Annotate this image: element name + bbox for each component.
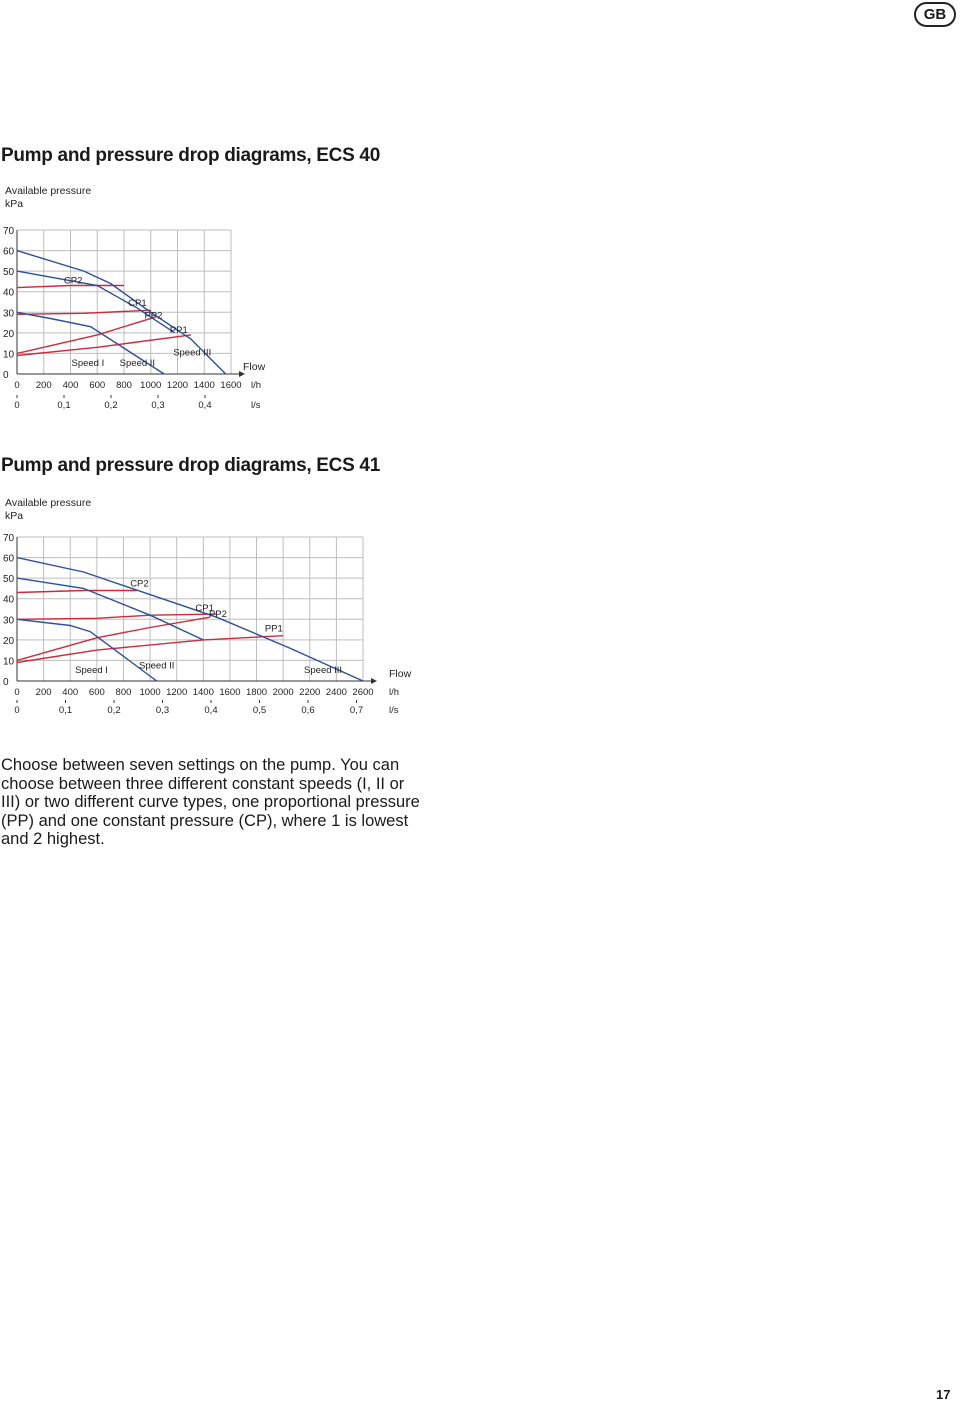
x-tick-label: 2000 [273, 687, 294, 698]
x-tick-label: 1600 [220, 380, 241, 391]
curve-cp1 [16, 309, 151, 315]
x-tick-label: 1200 [166, 687, 187, 698]
label-pp1: PP1 [170, 325, 188, 336]
label-pp2: PP2 [209, 609, 227, 620]
page-number: 17 [936, 1387, 951, 1402]
y-tick-label: 50 [3, 574, 15, 585]
curve-speed-i [16, 618, 158, 682]
settings-description: Choose between seven settings on the pum… [1, 756, 420, 848]
x2-tick-label: 0,3 [151, 400, 164, 411]
y-tick-label: 0 [3, 677, 9, 688]
y-axis-title: Available pressure [5, 185, 91, 197]
x2-unit-label: l/s [389, 705, 399, 716]
x2-tick-label: 0,2 [107, 705, 120, 716]
label-cp1: CP1 [128, 298, 146, 309]
x-tick-label: 800 [116, 380, 132, 391]
x2-unit-label: l/s [251, 400, 261, 411]
x-tick-label: 2400 [326, 687, 347, 698]
y-tick-label: 30 [3, 615, 15, 626]
y-tick-label: 20 [3, 636, 15, 647]
label-pp1: PP1 [265, 624, 283, 635]
label-cp2: CP2 [130, 578, 148, 589]
x-tick-label: 2600 [352, 687, 373, 698]
x2-tick-label: 0,3 [156, 705, 169, 716]
y-tick-label: 40 [3, 288, 15, 299]
curve-cp1 [16, 613, 217, 620]
y-tick-label: 60 [3, 247, 15, 258]
language-badge: GB [914, 2, 956, 27]
label-speed-i: Speed I [72, 358, 105, 369]
x-tick-label: 1000 [140, 687, 161, 698]
curve-speed-iii [16, 249, 227, 375]
x2-tick-label: 0,5 [253, 705, 266, 716]
x-tick-label: 200 [36, 380, 52, 391]
x2-tick-label: 0,4 [204, 705, 217, 716]
y-tick-label: 70 [3, 226, 15, 237]
x-axis-arrow [239, 371, 245, 377]
x-tick-label: 1400 [194, 380, 215, 391]
x-axis-title: Flow [389, 668, 412, 680]
x-tick-label: 0 [14, 687, 19, 698]
x-tick-label: 1200 [167, 380, 188, 391]
label-speed-ii: Speed II [120, 358, 155, 369]
x2-tick-label: 0 [14, 705, 19, 716]
x2-tick-label: 0,2 [104, 400, 117, 411]
x-tick-label: 400 [63, 380, 79, 391]
y-tick-label: 10 [3, 349, 15, 360]
x-unit-label: l/h [389, 687, 399, 698]
curve-speed-iii [16, 556, 364, 682]
curve-cp2 [16, 284, 124, 289]
x2-tick-label: 0,1 [57, 400, 70, 411]
curve-speed-ii [16, 577, 204, 641]
curve-pp1 [16, 635, 284, 664]
y-tick-label: 20 [3, 329, 15, 340]
x-tick-label: 1400 [193, 687, 214, 698]
x-tick-label: 1600 [219, 687, 240, 698]
label-cp2: CP2 [64, 275, 82, 286]
curve-speed-i [16, 311, 165, 375]
x-tick-label: 600 [89, 687, 105, 698]
x2-tick-label: 0,7 [350, 705, 363, 716]
y-tick-label: 40 [3, 595, 15, 606]
curve-speed-ii [16, 270, 176, 334]
y-tick-label: 0 [3, 370, 9, 381]
curve-pp1 [16, 334, 191, 357]
curve-pp2 [16, 315, 158, 355]
y-tick-label: 10 [3, 656, 15, 667]
x-axis-title: Flow [243, 361, 266, 373]
x-tick-label: 400 [62, 687, 78, 698]
x-tick-label: 1000 [140, 380, 161, 391]
y-tick-label: 50 [3, 267, 15, 278]
label-speed-i: Speed I [75, 665, 108, 676]
section-title-ecs40: Pump and pressure drop diagrams, ECS 40 [1, 145, 380, 166]
curve-cp2 [16, 589, 137, 594]
x-tick-label: 1800 [246, 687, 267, 698]
label-speed-iii: Speed III [304, 665, 342, 676]
x2-tick-label: 0,6 [301, 705, 314, 716]
x-unit-label: l/h [251, 380, 261, 391]
x-tick-label: 200 [36, 687, 52, 698]
x-tick-label: 600 [89, 380, 105, 391]
x-tick-label: 0 [14, 380, 19, 391]
label-speed-ii: Speed II [139, 661, 174, 672]
curve-pp2 [16, 616, 211, 662]
label-speed-iii: Speed III [173, 347, 211, 358]
x-axis-arrow [371, 678, 377, 684]
y-tick-label: 60 [3, 554, 15, 565]
y-axis-unit: kPa [5, 510, 23, 522]
y-axis-unit: kPa [5, 198, 23, 210]
x2-tick-label: 0,1 [59, 705, 72, 716]
label-pp2: PP2 [144, 310, 162, 321]
x-tick-label: 2200 [299, 687, 320, 698]
y-tick-label: 70 [3, 533, 15, 544]
x2-tick-label: 0 [14, 400, 19, 411]
label-cp1: CP1 [195, 603, 213, 614]
y-axis-title: Available pressure [5, 497, 91, 509]
x2-tick-label: 0,4 [198, 400, 211, 411]
x-tick-label: 800 [116, 687, 132, 698]
y-tick-label: 30 [3, 308, 15, 319]
section-title-ecs41: Pump and pressure drop diagrams, ECS 41 [1, 455, 380, 476]
